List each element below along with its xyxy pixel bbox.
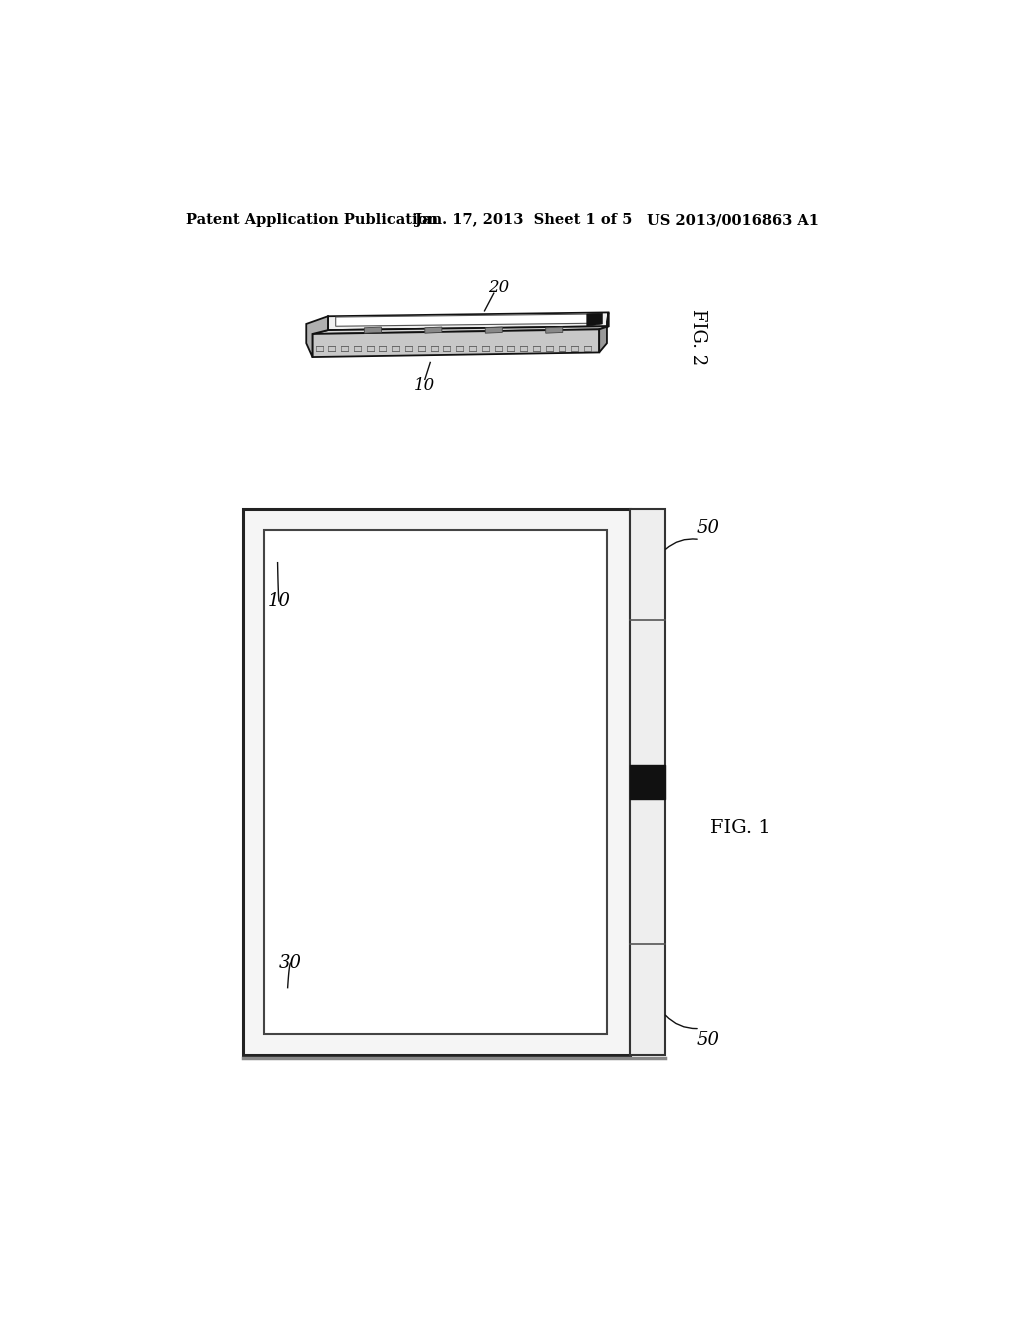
Text: 30: 30 (280, 954, 302, 972)
Text: Patent Application Publication: Patent Application Publication (186, 213, 438, 227)
Polygon shape (485, 327, 503, 333)
Polygon shape (587, 313, 602, 326)
Bar (243, 508, 630, 1056)
Polygon shape (312, 330, 599, 358)
Polygon shape (328, 313, 608, 330)
Polygon shape (312, 326, 608, 334)
Text: FIG. 2: FIG. 2 (688, 309, 707, 366)
Polygon shape (546, 327, 563, 333)
Polygon shape (306, 317, 328, 358)
Text: 50: 50 (696, 1031, 719, 1049)
Text: Jan. 17, 2013  Sheet 1 of 5: Jan. 17, 2013 Sheet 1 of 5 (415, 213, 632, 227)
Bar (630, 508, 665, 1056)
Text: 20: 20 (487, 280, 509, 296)
Text: US 2013/0016863 A1: US 2013/0016863 A1 (647, 213, 819, 227)
Polygon shape (365, 327, 381, 333)
Text: FIG. 1: FIG. 1 (710, 820, 771, 837)
Bar (264, 531, 607, 1034)
Polygon shape (425, 327, 442, 333)
Polygon shape (599, 313, 608, 352)
Text: 50: 50 (696, 519, 719, 537)
Text: 10: 10 (414, 378, 435, 395)
Polygon shape (336, 314, 599, 326)
Text: 10: 10 (267, 593, 291, 610)
